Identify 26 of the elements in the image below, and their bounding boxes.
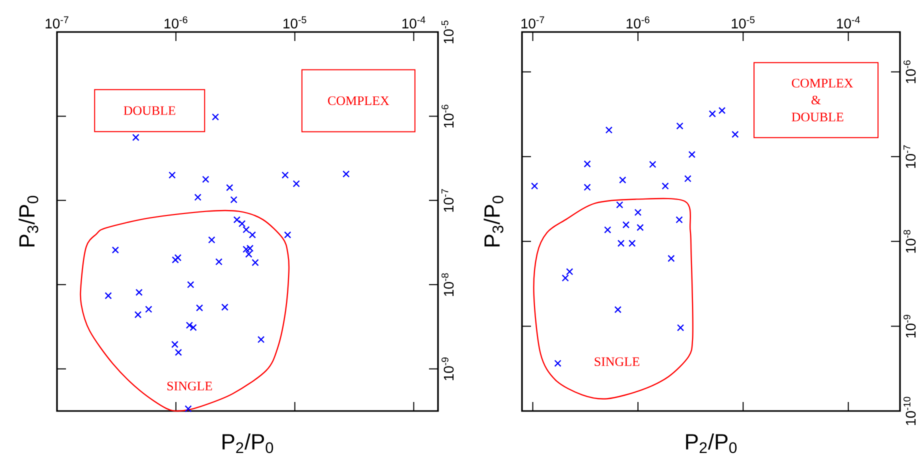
y-tick-label: 10$^{-7}$ — [442, 189, 454, 212]
y-tick-label: 10$^{-10}$ — [904, 396, 916, 426]
x-tick-label: 10$^{-6}$ — [164, 16, 188, 28]
x-axis-title: P$_{2}$/P$_{0}$ — [686, 433, 737, 454]
y-tick-label: 10$^{-6}$ — [904, 60, 916, 84]
x-tick-label: 10$^{-7}$ — [46, 16, 68, 28]
y-tick-label: 10$^{-7}$ — [904, 145, 916, 168]
x-tick-label: 10$^{-6}$ — [626, 16, 650, 28]
x-axis-title: P$_{2}$/P$_{0}$ — [222, 433, 274, 454]
y-axis-title: P$_{3}$/P$_{0}$ — [484, 196, 504, 246]
y-tick-label: 10$^{-6}$ — [442, 104, 454, 128]
x-tick-label: 10$^{-5}$ — [284, 16, 306, 28]
x-tick-label: 10$^{-5}$ — [732, 16, 755, 28]
annotation: DOUBLE — [124, 106, 176, 115]
y-tick-label: 10$^{-9}$ — [904, 314, 916, 338]
annotation: COMPLEX — [328, 96, 390, 106]
annotation: SINGLE — [167, 382, 212, 390]
y-tick-label: 10$^{-8}$ — [904, 230, 916, 253]
x-tick-label: 10$^{-7}$ — [521, 16, 544, 28]
x-tick-label: 10$^{-4}$ — [837, 16, 860, 28]
y-tick-label: 10$^{-9}$ — [442, 357, 454, 380]
x-tick-label: 10$^{-4}$ — [402, 16, 426, 28]
annotation: COMPLEX & DOUBLE — [792, 78, 854, 122]
y-axis-title: P$_{3}$/P$_{0}$ — [18, 196, 38, 246]
annotation: SINGLE — [594, 357, 640, 366]
y-tick-label: 10$^{-8}$ — [442, 273, 454, 296]
